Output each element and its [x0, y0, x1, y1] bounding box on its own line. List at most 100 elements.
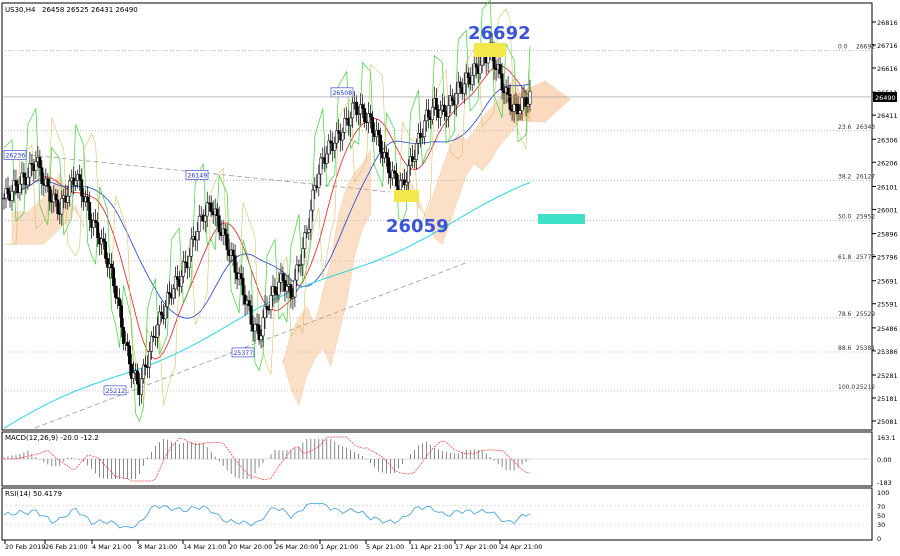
price-tag-box	[231, 347, 255, 358]
candle-body	[355, 101, 359, 116]
candle-body	[407, 165, 410, 183]
candle-body	[359, 104, 363, 115]
candle-body	[341, 132, 345, 141]
price-tick-label: 25181	[877, 395, 898, 403]
candle-body	[159, 311, 163, 316]
candle-body	[28, 163, 32, 178]
candle-body	[357, 113, 361, 116]
fib-ratio-label: 78.6	[838, 311, 852, 318]
candle-body	[293, 279, 297, 298]
candle-body	[114, 285, 118, 298]
price-tick-label: 26101	[877, 183, 898, 191]
main-pane-frame	[1, 2, 873, 431]
candle-body	[106, 258, 110, 268]
candle-body	[34, 161, 38, 171]
candle-body	[418, 132, 422, 139]
candle-body	[147, 350, 151, 368]
candle-body	[2, 197, 6, 200]
candle-body	[414, 142, 418, 160]
candle-body	[277, 281, 281, 296]
candle-body	[257, 324, 261, 341]
candle-body	[516, 104, 520, 114]
candle-body	[179, 276, 183, 287]
candle-body	[405, 181, 408, 186]
fib-price-label: 26127	[856, 173, 875, 180]
candle-body	[46, 178, 50, 187]
candle-body	[104, 241, 108, 259]
candle-body	[239, 273, 243, 279]
time-tick-label: 26 Feb 21:00	[45, 543, 88, 551]
candle-body	[281, 273, 285, 281]
candle-body	[122, 327, 125, 345]
price-tag-box	[185, 170, 209, 180]
candle-body	[478, 64, 482, 74]
candle-body	[265, 306, 269, 310]
candle-body	[385, 152, 388, 158]
candle-body	[243, 294, 247, 305]
candle-body	[215, 208, 219, 216]
trendline-upper	[29, 154, 391, 193]
candle-body	[263, 306, 267, 319]
candle-body	[140, 378, 143, 395]
candle-body	[410, 156, 414, 162]
candle-body	[333, 142, 337, 151]
candle-body	[126, 342, 129, 346]
senkou-band-line	[4, 8, 531, 406]
price-tick-label: 26001	[877, 206, 898, 214]
fib-ratio-label: 23.6	[838, 124, 852, 131]
price-tag-label: 25212	[106, 388, 126, 395]
candle-body	[464, 72, 468, 85]
current-price-label: 26490	[875, 94, 896, 102]
candle-body	[173, 276, 177, 290]
candle-body	[175, 276, 179, 280]
rsi-tick-label: 30	[877, 521, 885, 529]
candle-body	[466, 72, 470, 78]
fib-price-label: 25212	[856, 384, 875, 391]
candle-body	[68, 180, 72, 197]
rsi-tick-label: 70	[877, 503, 885, 511]
candle-body	[393, 170, 396, 174]
price-tag-box	[3, 150, 27, 160]
candle-body	[60, 198, 64, 215]
candle-body	[498, 64, 502, 75]
candle-body	[349, 117, 353, 126]
candle-body	[319, 157, 323, 175]
price-tick-label: 25796	[877, 254, 898, 262]
candle-body	[225, 233, 229, 251]
candle-body	[289, 284, 293, 299]
candle-body	[48, 186, 52, 202]
candle-body	[102, 238, 106, 243]
price-tag-label: 26508	[333, 90, 353, 97]
candle-body	[187, 255, 191, 269]
candle-body	[112, 267, 116, 287]
candle-body	[128, 345, 131, 365]
low-annotation: 26059	[386, 216, 449, 237]
rsi-line	[3, 503, 531, 529]
candle-body	[438, 109, 442, 118]
candle-body	[363, 108, 367, 123]
candle-body	[512, 103, 516, 112]
price-tick-label: 26816	[877, 19, 898, 27]
candle-body	[155, 324, 159, 338]
candle-body	[283, 280, 287, 292]
candle-body	[301, 248, 305, 266]
price-tag-label: 26149	[188, 172, 208, 179]
candle-body	[130, 363, 133, 379]
price-tag-label: 26236	[6, 152, 26, 159]
candle-body	[520, 97, 524, 111]
low-highlight-box	[394, 190, 419, 202]
candle-body	[223, 228, 227, 235]
high-annotation: 26692	[468, 23, 531, 44]
candle-body	[181, 261, 185, 277]
candle-body	[391, 170, 394, 179]
price-tick-label: 25486	[877, 325, 898, 333]
candle-body	[472, 63, 476, 76]
candle-body	[422, 120, 426, 137]
fib-ratio-label: 50.0	[838, 214, 852, 221]
candle-body	[309, 209, 313, 230]
price-tick-label: 25896	[877, 231, 898, 239]
candle-body	[118, 298, 122, 306]
candle-body	[456, 81, 460, 94]
candle-body	[167, 292, 171, 295]
